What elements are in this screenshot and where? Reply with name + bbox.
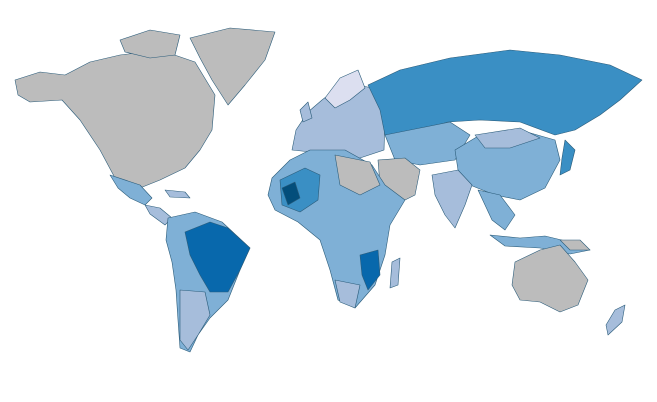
india — [431, 169, 473, 229]
madagascar — [389, 257, 401, 289]
papua — [559, 239, 591, 251]
greenland — [189, 27, 276, 106]
australia — [511, 244, 589, 313]
brazil — [184, 221, 251, 293]
caribbean — [164, 189, 191, 199]
chile-argentina — [179, 289, 211, 351]
canada-islands — [119, 29, 181, 59]
uk — [299, 101, 313, 123]
mongolia — [474, 127, 541, 149]
scandinavia — [324, 69, 366, 109]
southeast-asia — [477, 189, 516, 231]
mauritania — [281, 181, 301, 206]
north-america — [14, 49, 216, 189]
mozambique — [359, 249, 381, 291]
japan — [559, 139, 576, 176]
new-zealand — [605, 304, 626, 336]
southern-africa — [334, 279, 361, 309]
north-africa — [334, 154, 381, 196]
